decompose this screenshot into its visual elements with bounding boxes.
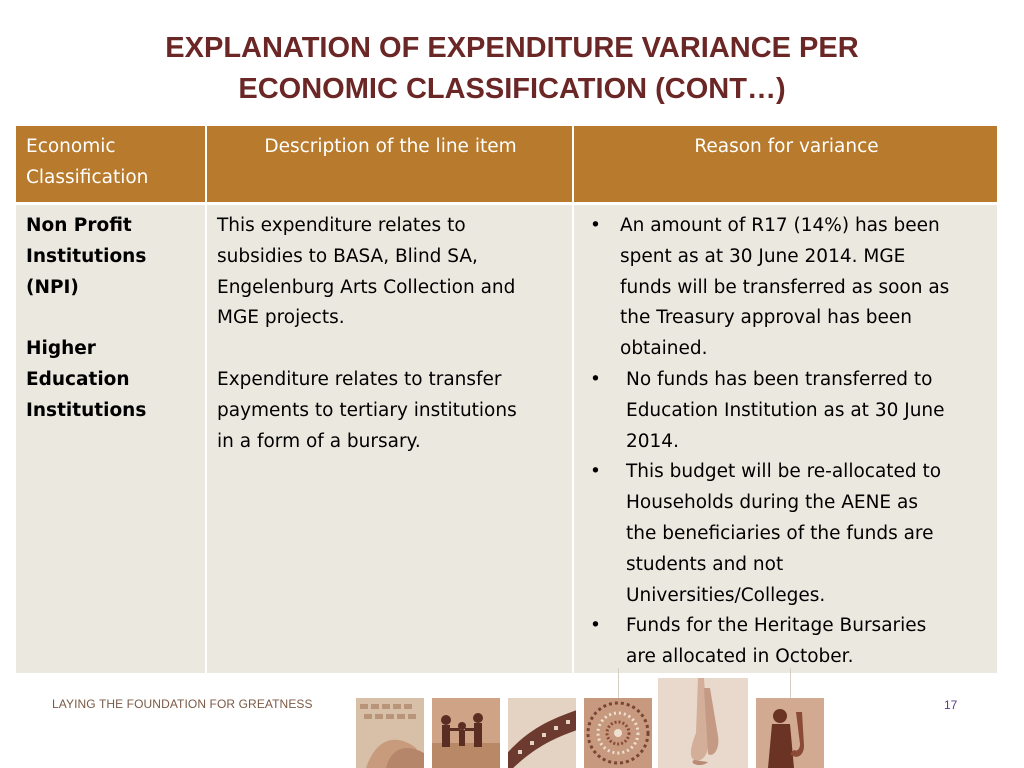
table-header-row: Economic Classification Description of t… (14, 126, 999, 205)
beadwork-pattern-photo-icon (584, 698, 652, 768)
classification-cell: Non Profit Institutions (NPI) Higher Edu… (14, 203, 207, 673)
footer-tagline: LAYING THE FOUNDATION FOR GREATNESS (52, 697, 313, 711)
decorative-line (790, 668, 791, 698)
reason-4: Funds for the Heritage Bursaries are all… (626, 615, 927, 668)
reasons-list: • An amount of R17 (14%) has been spent … (584, 211, 991, 673)
bullet-icon: • (590, 461, 601, 483)
description-cell: This expenditure relates to subsidies to… (205, 203, 574, 673)
table-row: Non Profit Institutions (NPI) Higher Edu… (14, 203, 999, 673)
decorative-line (618, 668, 619, 698)
header-reason-for-variance: Reason for variance (572, 126, 999, 205)
slide-title-line-1: EXPLANATION OF EXPENDITURE VARIANCE PER (165, 32, 859, 64)
description-higher-education: Expenditure relates to transfer payments… (217, 368, 517, 452)
slide-title-line-2: ECONOMIC CLASSIFICATION (CONT…) (238, 73, 786, 105)
saxophone-player-photo-icon (756, 698, 824, 768)
film-reel-photo-icon (508, 698, 576, 768)
list-item: • Funds for the Heritage Bursaries are a… (584, 611, 991, 673)
bullet-icon: • (590, 215, 601, 236)
page-number: 17 (944, 698, 958, 712)
reason-3: This budget will be re-allocated to Hous… (626, 461, 942, 606)
list-item: • This budget will be re-allocated to Ho… (584, 457, 991, 611)
ballet-shoes-photo-icon (658, 678, 748, 768)
bullet-icon: • (590, 368, 601, 390)
family-silhouette-photo-icon (432, 698, 500, 768)
variance-table: Economic Classification Description of t… (14, 126, 999, 673)
list-item: • No funds has been transferred to Educa… (584, 365, 991, 457)
classification-higher-education: Higher Education Institutions (26, 338, 147, 421)
header-economic-classification: Economic Classification (14, 126, 207, 205)
bullet-icon: • (590, 615, 601, 637)
reason-1: An amount of R17 (14%) has been spent as… (620, 215, 950, 360)
description-npi: This expenditure relates to subsidies to… (217, 215, 516, 329)
slide-title: EXPLANATION OF EXPENDITURE VARIANCE PER … (0, 28, 1024, 110)
classification-npi: Non Profit Institutions (NPI) (26, 215, 147, 298)
header-description: Description of the line item (205, 126, 574, 205)
list-item: • An amount of R17 (14%) has been spent … (584, 211, 991, 365)
reason-cell: • An amount of R17 (14%) has been spent … (572, 203, 999, 673)
reason-2: No funds has been transferred to Educati… (626, 368, 945, 452)
keyboard-photo-icon (356, 698, 424, 768)
